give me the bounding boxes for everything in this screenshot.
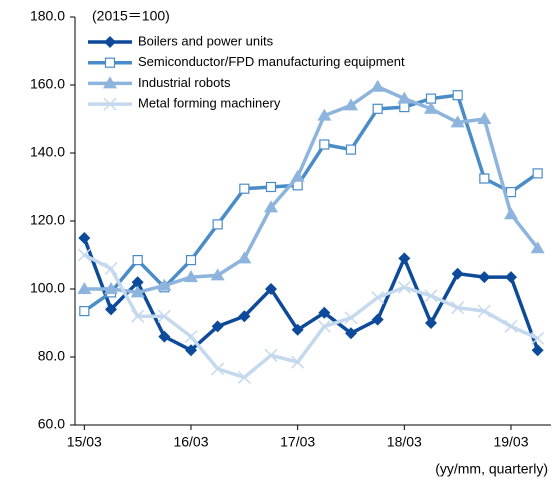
series-line — [83, 93, 539, 313]
data-point — [344, 311, 358, 325]
y-tick-label: 100.0 — [30, 280, 65, 296]
series-line — [82, 237, 540, 353]
data-point — [425, 93, 437, 104]
data-point — [504, 319, 518, 333]
data-point — [131, 276, 144, 289]
x-axis-label: (yy/mm, quarterly) — [435, 461, 548, 477]
legend-label: Boilers and power units — [138, 33, 274, 48]
data-point — [238, 310, 251, 323]
data-point — [157, 309, 171, 323]
data-point — [370, 79, 385, 92]
data-point — [184, 270, 198, 283]
data-point — [77, 248, 91, 262]
data-point — [264, 348, 278, 362]
data-point — [264, 200, 278, 213]
x-tick-label: 19/03 — [493, 434, 528, 450]
series-line — [83, 253, 539, 380]
data-point — [530, 241, 545, 254]
data-point — [131, 309, 145, 323]
data-point — [531, 344, 544, 357]
data-point — [211, 362, 225, 376]
data-point — [211, 320, 224, 333]
legend-label: Metal forming machinery — [138, 96, 281, 111]
data-point — [290, 169, 305, 182]
data-point — [132, 255, 143, 266]
y-tick-label: 120.0 — [30, 212, 65, 228]
x-tick-label: 16/03 — [173, 434, 208, 450]
data-point — [477, 112, 492, 124]
data-point — [265, 283, 277, 295]
data-point — [452, 90, 463, 101]
y-tick-label: 60.0 — [38, 416, 65, 432]
data-point — [450, 115, 465, 128]
data-point — [291, 355, 305, 369]
data-point — [158, 330, 171, 343]
data-point — [478, 271, 491, 284]
data-point — [104, 262, 118, 276]
y-tick-label: 160.0 — [30, 76, 65, 92]
data-point — [291, 323, 304, 336]
data-point — [531, 331, 545, 345]
data-point — [398, 252, 411, 265]
data-point — [317, 108, 332, 121]
y-tick-label: 80.0 — [38, 348, 65, 364]
data-point — [399, 101, 410, 113]
data-point — [345, 327, 357, 340]
data-point — [371, 290, 385, 305]
data-point — [105, 303, 117, 316]
data-point — [185, 255, 197, 266]
data-point — [319, 139, 330, 150]
data-point — [317, 319, 331, 333]
data-point — [505, 187, 517, 198]
data-point — [210, 268, 225, 281]
data-point — [77, 282, 92, 294]
data-point — [237, 251, 252, 264]
data-point — [424, 101, 438, 114]
data-point — [425, 317, 437, 329]
data-point — [477, 304, 491, 318]
data-point — [184, 330, 198, 344]
data-point — [371, 313, 384, 326]
data-point — [451, 267, 464, 280]
data-point — [451, 301, 465, 315]
subtitle: (2015＝100) — [92, 8, 170, 24]
x-tick-label: 18/03 — [387, 434, 422, 450]
data-point — [318, 306, 331, 319]
legend-label: Industrial robots — [138, 75, 231, 90]
x-tick-label: 17/03 — [280, 434, 315, 450]
data-point — [345, 144, 357, 155]
legend-marker — [104, 57, 116, 68]
data-point — [265, 181, 277, 193]
x-tick-label: 15/03 — [67, 434, 102, 450]
legend-label: Semiconductor/FPD manufacturing equipmen… — [138, 54, 405, 69]
data-point — [344, 98, 358, 111]
legend-marker — [103, 97, 117, 111]
data-point — [397, 91, 412, 104]
data-point — [185, 344, 197, 357]
legend-marker — [104, 36, 116, 48]
data-point — [505, 271, 517, 284]
data-point — [79, 306, 90, 317]
data-point — [532, 168, 543, 179]
data-point — [372, 103, 383, 114]
data-point — [78, 232, 91, 244]
data-point — [397, 280, 411, 294]
data-point — [237, 370, 251, 384]
data-point — [130, 285, 145, 298]
data-point — [424, 289, 438, 303]
data-point — [504, 207, 518, 220]
y-tick-label: 180.0 — [30, 8, 65, 24]
data-point — [479, 173, 490, 184]
data-point — [157, 278, 172, 291]
data-point — [239, 183, 250, 194]
y-tick-label: 140.0 — [30, 144, 65, 160]
series-line — [84, 84, 540, 295]
data-point — [104, 282, 118, 294]
data-point — [212, 219, 223, 230]
legend-marker — [103, 76, 117, 89]
